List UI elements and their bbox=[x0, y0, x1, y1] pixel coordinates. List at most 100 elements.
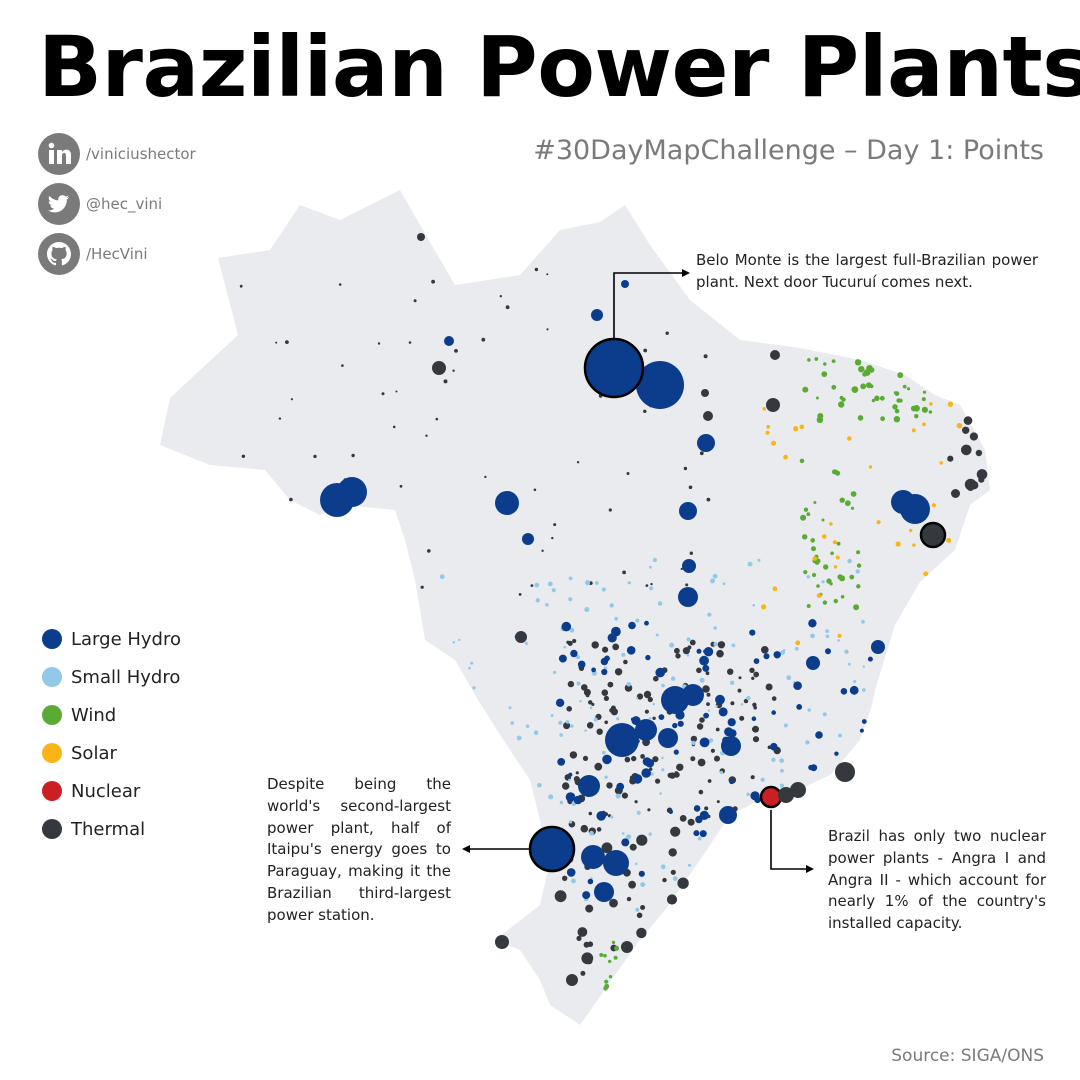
large-hydro-plant-point bbox=[641, 768, 651, 778]
large-hydro-plant-point bbox=[636, 361, 684, 409]
solar-plant-point bbox=[847, 436, 852, 441]
thermal-plant-point bbox=[674, 647, 680, 654]
social-link-twitter[interactable]: @hec_vini bbox=[38, 182, 196, 226]
small-hydro-plant-point bbox=[660, 864, 666, 870]
small-hydro-plant-point bbox=[771, 757, 776, 762]
thermal-plant-point bbox=[976, 469, 988, 480]
thermal-plant-point bbox=[452, 369, 455, 372]
small-hydro-plant-point bbox=[837, 639, 840, 642]
small-hydro-plant-point bbox=[862, 665, 865, 668]
thermal-plant-point bbox=[652, 716, 656, 720]
large-hydro-plant-point bbox=[673, 749, 679, 755]
thermal-plant-point bbox=[586, 722, 594, 729]
large-hydro-plant-point bbox=[495, 491, 519, 515]
thermal-plant-point bbox=[285, 340, 289, 344]
small-hydro-plant-point bbox=[648, 832, 652, 836]
thermal-plant-point bbox=[687, 818, 695, 826]
thermal-plant-point bbox=[706, 702, 710, 706]
large-hydro-plant-point bbox=[859, 728, 864, 733]
thermal-plant-point bbox=[290, 398, 293, 401]
nuclear-leader bbox=[770, 810, 806, 870]
large-hydro-plant-point bbox=[703, 647, 714, 657]
thermal-plant-point bbox=[704, 806, 709, 811]
thermal-plant-point bbox=[241, 454, 246, 458]
legend-label: Solar bbox=[71, 742, 117, 764]
thermal-plant-point bbox=[351, 453, 355, 458]
large-hydro-plant-point bbox=[753, 658, 760, 664]
large-hydro-plant-point bbox=[587, 878, 594, 885]
thermal-plant-point bbox=[645, 584, 649, 587]
large-hydro-plant-point bbox=[591, 667, 596, 673]
social-link-linkedin[interactable]: /viniciushector bbox=[38, 132, 196, 176]
wind-plant-point bbox=[608, 975, 613, 979]
wind-plant-point bbox=[841, 397, 846, 402]
thermal-plant-point bbox=[699, 717, 705, 723]
wind-plant-point bbox=[854, 359, 862, 366]
social-link-github[interactable]: /HecVini bbox=[38, 232, 196, 276]
large-hydro-plant-point bbox=[621, 838, 630, 847]
small-hydro-plant-point bbox=[752, 603, 755, 607]
small-hydro-plant-point bbox=[672, 876, 678, 881]
wind-plant-point bbox=[856, 563, 862, 568]
small-hydro-plant-point bbox=[640, 882, 646, 888]
brazil-landmass bbox=[160, 190, 990, 1025]
solar-plant-point bbox=[793, 426, 799, 432]
wind-plant-point bbox=[906, 387, 911, 391]
thermal-plant-point bbox=[567, 640, 573, 646]
thermal-plant-point bbox=[688, 485, 693, 490]
large-hydro-plant-point bbox=[715, 694, 725, 705]
solar-plant-point bbox=[833, 565, 838, 569]
thermal-plant-point bbox=[675, 653, 681, 659]
thermal-plant-point bbox=[577, 927, 588, 937]
wind-plant-point bbox=[799, 458, 805, 464]
large-hydro-plant-point bbox=[900, 494, 930, 524]
github-icon bbox=[38, 233, 80, 275]
wind-plant-point bbox=[910, 405, 917, 412]
solar-plant-point bbox=[765, 430, 770, 435]
thermal-plant-point bbox=[640, 754, 645, 759]
thermal-plant-point bbox=[546, 273, 549, 276]
thermal-plant-point bbox=[381, 392, 385, 396]
large-hydro-plant-point bbox=[642, 757, 652, 766]
wind-plant-point bbox=[835, 470, 841, 476]
thermal-plant-point bbox=[765, 683, 773, 691]
wind-plant-point bbox=[821, 371, 828, 377]
thermal-plant-point bbox=[624, 684, 633, 692]
thermal-plant-point bbox=[604, 720, 608, 725]
small-hydro-plant-point bbox=[649, 586, 654, 591]
thermal-plant-point bbox=[594, 762, 603, 771]
large-hydro-plant-point bbox=[602, 754, 612, 765]
thermal-plant-point bbox=[647, 696, 653, 703]
small-hydro-plant-point bbox=[825, 634, 830, 639]
thermal-plant-point bbox=[499, 295, 502, 298]
wind-plant-point bbox=[829, 582, 833, 586]
thermal-plant-point bbox=[427, 549, 431, 553]
solar-plant-point bbox=[929, 402, 933, 406]
large-hydro-plant-point bbox=[834, 751, 839, 756]
wind-plant-point bbox=[894, 408, 900, 414]
thermal-plant-point bbox=[591, 641, 599, 649]
legend-label: Wind bbox=[71, 704, 117, 726]
wind-plant-point bbox=[830, 551, 834, 556]
thermal-plant-point bbox=[652, 756, 659, 763]
large-hydro-plant-point bbox=[604, 655, 610, 662]
solar-plant-point bbox=[923, 571, 929, 577]
small-hydro-plant-point bbox=[516, 735, 522, 741]
small-hydro-plant-point bbox=[715, 705, 718, 708]
large-hydro-plant-point bbox=[815, 731, 823, 739]
solar-plant-point bbox=[812, 556, 818, 561]
thermal-plant-point bbox=[580, 970, 586, 976]
small-hydro-plant-point bbox=[649, 565, 652, 569]
thermal-plant-point bbox=[650, 582, 653, 586]
wind-plant-point bbox=[858, 366, 865, 373]
thermal-plant-point bbox=[662, 877, 667, 883]
thermal-plant-point bbox=[624, 756, 631, 763]
large-hydro-plant-point bbox=[693, 805, 701, 812]
legend-label: Nuclear bbox=[71, 780, 141, 802]
large-hydro-plant-point bbox=[796, 704, 803, 710]
thermal-plant-point bbox=[770, 350, 780, 360]
thermal-plant-point bbox=[975, 449, 983, 457]
thermal-plant-point bbox=[505, 305, 510, 310]
small-hydro-plant-point bbox=[848, 662, 851, 666]
small-hydro-plant-point bbox=[648, 716, 652, 720]
